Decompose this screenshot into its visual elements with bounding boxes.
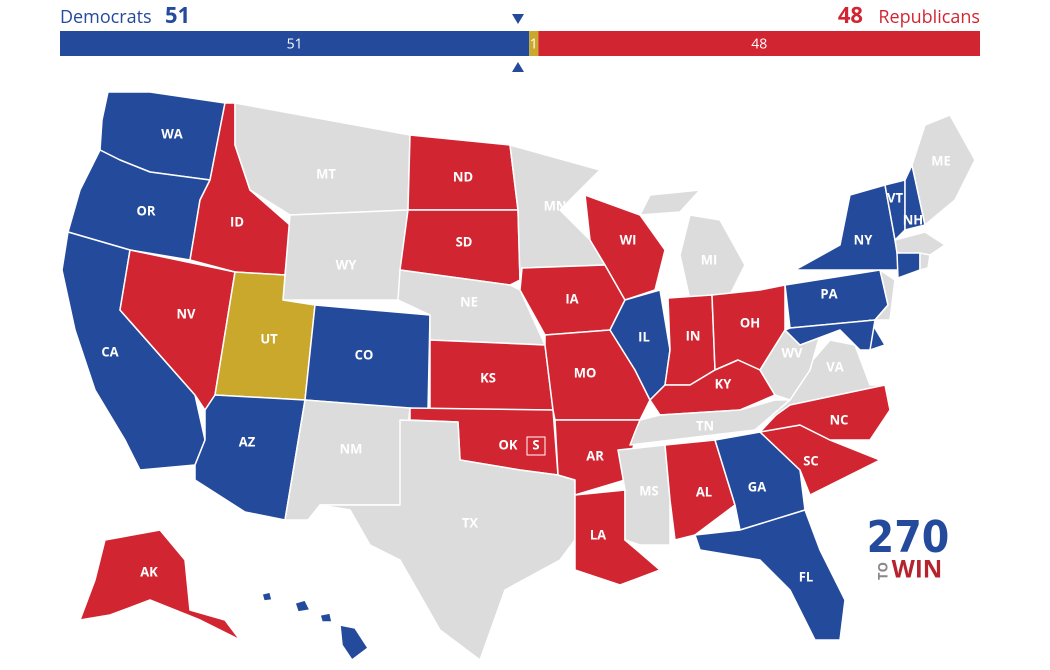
state-label: IN (686, 326, 701, 344)
state-label: WV (781, 343, 803, 361)
state-label: UT (260, 329, 278, 347)
logo-number: 270 (867, 512, 950, 563)
special-election-box (526, 436, 546, 456)
state-label: OR (137, 201, 156, 219)
state-label: FL (799, 567, 813, 585)
state-label: HI (315, 637, 329, 655)
state-label: MT (316, 164, 336, 182)
bar-segment (60, 31, 530, 56)
state-label: AR (586, 446, 604, 464)
state-label: NY (854, 230, 874, 248)
state-label: ME (931, 151, 951, 169)
state-label: NH (903, 210, 924, 228)
state-label: ND (453, 167, 473, 185)
logo-word: WIN (892, 552, 943, 585)
state-label: WA (161, 124, 183, 142)
special-election-marker: S (532, 435, 539, 453)
state-label: SD (456, 232, 473, 250)
state-shape (694, 509, 846, 641)
state-label: OH (740, 313, 760, 331)
state-label: OK (499, 435, 518, 453)
state-shape (319, 419, 576, 661)
state-shape (339, 624, 369, 661)
state-label: ID (230, 212, 244, 230)
state-label: IL (638, 327, 650, 345)
state-shape (294, 599, 311, 613)
states: WA OR CA NV ID MT WY UT CO AZ NM ND SD NE KS OK S TX MN IA M… (61, 91, 976, 661)
bar-segment (538, 31, 980, 56)
state-shape (261, 591, 273, 602)
state-label: CO (355, 345, 374, 363)
state-label: NV (176, 304, 196, 322)
bar-segment-label: 48 (751, 34, 767, 53)
state-label: SC (803, 451, 818, 469)
bar-segment (529, 31, 539, 56)
state-label: CA (101, 342, 118, 360)
state-label: MO (574, 363, 597, 381)
logo-small: TO (873, 562, 891, 580)
state-shape (784, 319, 876, 351)
state-label: PA (820, 284, 837, 302)
state-label: VT (887, 188, 903, 206)
state-label: LA (590, 525, 606, 543)
dem-count: 51 (165, 0, 190, 30)
state-shape (399, 209, 521, 286)
state-shape (319, 612, 333, 623)
state-label: NM (340, 439, 363, 457)
state-label: MI (701, 250, 718, 268)
state-label: TX (462, 513, 479, 531)
state-shape (874, 269, 896, 321)
logo: 270 TO WIN (867, 512, 950, 585)
state-shape (284, 399, 411, 521)
state-label: MS (639, 481, 658, 499)
state-label: WI (620, 230, 637, 248)
state-shape (894, 231, 946, 256)
state-label: NC (830, 410, 849, 428)
state-label: AZ (239, 432, 256, 450)
state-label: NE (460, 292, 478, 310)
state-shape (234, 102, 411, 216)
majority-marker (512, 62, 524, 72)
state-label: AK (140, 562, 158, 580)
seat-bar: 51 1 48 (60, 31, 980, 56)
state-shape (794, 184, 901, 271)
rep-count: 48 (838, 0, 863, 30)
state-label: GA (748, 477, 766, 495)
rep-label: Republicans (878, 5, 980, 29)
state-label: KY (715, 374, 733, 392)
state-shape (911, 114, 976, 226)
state-shape (896, 252, 921, 279)
state-label: IA (565, 289, 578, 307)
bar-segment-label: 1 (530, 34, 538, 53)
dem-label: Democrats (60, 5, 152, 29)
state-label: KS (480, 368, 496, 386)
state-label: MN (544, 196, 567, 214)
state-label: AL (696, 482, 712, 500)
state-label: VA (826, 357, 843, 375)
state-shape (79, 529, 241, 641)
majority-marker (512, 14, 524, 24)
bar-segment-label: 51 (287, 34, 303, 53)
state-label: WY (336, 255, 358, 273)
state-shape (919, 252, 931, 271)
state-shape (639, 189, 701, 216)
state-label: TN (696, 416, 714, 434)
